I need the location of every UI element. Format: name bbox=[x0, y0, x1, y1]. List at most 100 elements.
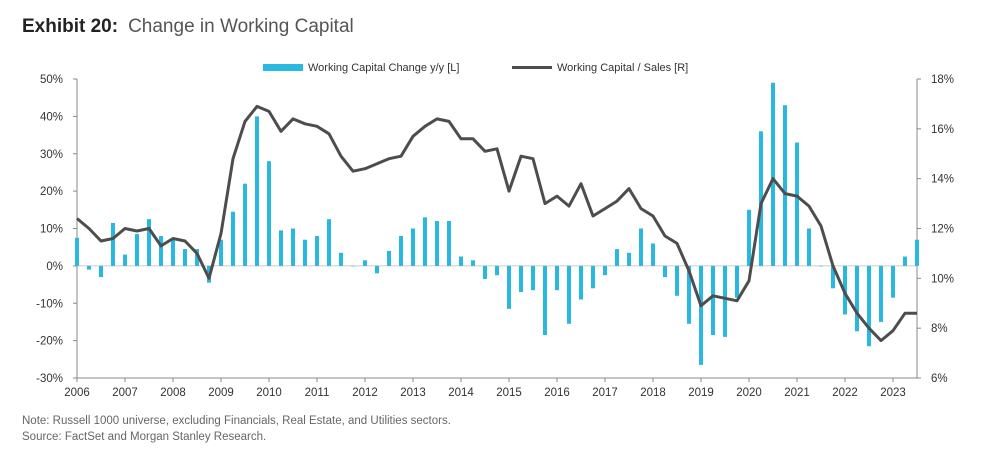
bar bbox=[555, 265, 559, 291]
bar bbox=[807, 228, 811, 266]
bar bbox=[411, 228, 415, 266]
bar bbox=[507, 265, 511, 309]
bar bbox=[183, 249, 187, 266]
x-tick-label: 2008 bbox=[160, 387, 186, 399]
x-tick-label: 2006 bbox=[64, 387, 90, 399]
x-tick-label: 2013 bbox=[400, 387, 426, 399]
bar bbox=[303, 239, 307, 266]
x-tick-label: 2007 bbox=[112, 387, 138, 399]
bar bbox=[603, 265, 607, 276]
left-tick-label: 50% bbox=[40, 74, 63, 86]
bar bbox=[651, 243, 655, 266]
bar bbox=[747, 209, 751, 266]
bar bbox=[591, 265, 595, 289]
x-tick-label: 2011 bbox=[305, 387, 330, 399]
bar bbox=[723, 265, 727, 337]
bar bbox=[687, 265, 691, 324]
legend-bar-label: Working Capital Change y/y [L] bbox=[308, 62, 459, 74]
bar bbox=[243, 183, 247, 266]
bar bbox=[279, 230, 283, 266]
bar bbox=[231, 211, 235, 266]
left-tick-label: 20% bbox=[40, 186, 63, 198]
bar bbox=[663, 265, 667, 278]
bar bbox=[471, 260, 475, 266]
bar bbox=[387, 250, 391, 266]
bar bbox=[219, 239, 223, 266]
x-tick-label: 2018 bbox=[640, 387, 666, 399]
bar bbox=[159, 235, 163, 266]
x-tick-label: 2021 bbox=[784, 387, 810, 399]
bar bbox=[675, 265, 679, 296]
x-tick-label: 2012 bbox=[352, 387, 378, 399]
left-tick-label: -20% bbox=[36, 336, 63, 348]
exhibit-title: Change in Working Capital bbox=[128, 16, 354, 37]
bar bbox=[699, 265, 703, 365]
right-tick-label: 12% bbox=[931, 224, 954, 236]
bar bbox=[879, 265, 883, 322]
x-tick-label: 2017 bbox=[592, 387, 618, 399]
bar bbox=[483, 265, 487, 279]
bar bbox=[495, 265, 499, 276]
bar bbox=[195, 249, 199, 266]
bar bbox=[639, 228, 643, 266]
bar bbox=[111, 222, 115, 266]
bar bbox=[783, 105, 787, 266]
bar bbox=[123, 254, 127, 266]
right-tick-label: 18% bbox=[931, 74, 954, 86]
bar bbox=[627, 252, 631, 266]
bar bbox=[459, 256, 463, 266]
bar bbox=[519, 265, 523, 293]
working-capital-sales-line bbox=[76, 104, 917, 343]
left-tick-label: 40% bbox=[40, 111, 63, 123]
bar bbox=[735, 265, 739, 298]
bar bbox=[135, 234, 139, 266]
legend-line-label: Working Capital / Sales [R] bbox=[557, 62, 688, 74]
bar bbox=[771, 82, 775, 266]
bar bbox=[711, 265, 715, 336]
bar bbox=[903, 256, 907, 266]
bar bbox=[375, 265, 379, 274]
bar bbox=[435, 221, 439, 266]
bar bbox=[819, 265, 823, 267]
bar bbox=[891, 265, 895, 298]
left-tick-label: -30% bbox=[36, 373, 63, 385]
bar bbox=[567, 265, 571, 324]
legend-bar-swatch bbox=[263, 64, 303, 71]
bar bbox=[543, 265, 547, 336]
bar bbox=[351, 265, 355, 267]
source-text: Source: FactSet and Morgan Stanley Resea… bbox=[22, 431, 267, 443]
bar bbox=[171, 239, 175, 266]
right-tick-label: 10% bbox=[931, 273, 954, 285]
chart-title: Exhibit 20: Change in Working Capital bbox=[22, 16, 354, 38]
note-text: Note: Russell 1000 universe, excluding F… bbox=[22, 415, 451, 427]
bar bbox=[75, 237, 79, 266]
left-tick-label: 0% bbox=[46, 261, 63, 273]
bar bbox=[855, 265, 859, 332]
bar bbox=[531, 265, 535, 291]
x-tick-label: 2015 bbox=[496, 387, 522, 399]
bar bbox=[915, 239, 919, 266]
x-tick-label: 2020 bbox=[736, 387, 762, 399]
bar bbox=[315, 235, 319, 266]
left-tick-label: 10% bbox=[40, 224, 63, 236]
x-tick-label: 2019 bbox=[688, 387, 714, 399]
x-tick-label: 2014 bbox=[448, 387, 474, 399]
bar bbox=[615, 249, 619, 266]
right-tick-label: 16% bbox=[931, 124, 954, 136]
bar bbox=[759, 131, 763, 266]
bar bbox=[447, 221, 451, 266]
bar bbox=[147, 219, 151, 266]
bar bbox=[255, 116, 259, 266]
bar bbox=[363, 260, 367, 266]
exhibit-label: Exhibit 20: bbox=[22, 16, 119, 37]
right-tick-label: 14% bbox=[931, 174, 954, 186]
bar bbox=[579, 265, 583, 300]
bar bbox=[99, 265, 103, 278]
x-tick-label: 2016 bbox=[544, 387, 570, 399]
footnotes: Note: Russell 1000 universe, excluding F… bbox=[22, 413, 451, 445]
bar bbox=[795, 142, 799, 266]
x-tick-label: 2022 bbox=[832, 387, 858, 399]
x-tick-label: 2023 bbox=[880, 387, 906, 399]
bar bbox=[399, 235, 403, 266]
